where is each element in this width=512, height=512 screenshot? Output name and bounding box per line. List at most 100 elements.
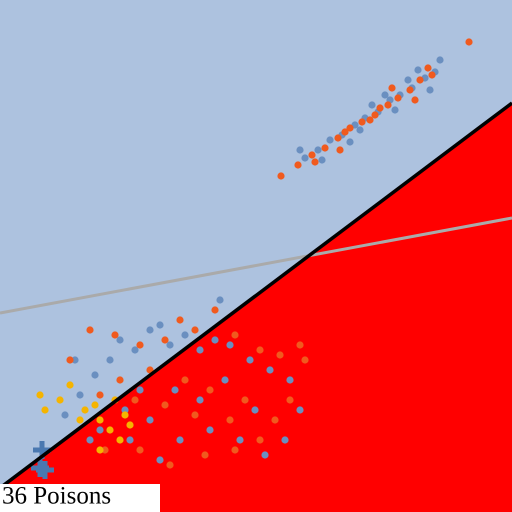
point [366, 116, 374, 124]
boundary-line [0, 101, 512, 490]
point [221, 376, 229, 384]
point [428, 71, 436, 79]
point [206, 386, 214, 394]
point [318, 156, 326, 164]
point [231, 446, 239, 454]
point [276, 351, 284, 359]
point [176, 436, 184, 444]
point [106, 356, 114, 364]
point [201, 451, 209, 459]
annotation: 36 Poisons [2, 483, 111, 510]
point [308, 151, 316, 159]
point [86, 436, 94, 444]
point [436, 56, 444, 64]
point [314, 146, 322, 154]
point [346, 124, 354, 132]
point [424, 64, 432, 72]
point [326, 136, 334, 144]
point [426, 86, 434, 94]
point [116, 336, 124, 344]
point [311, 158, 319, 166]
point [206, 426, 214, 434]
point [388, 84, 396, 92]
point [301, 154, 309, 162]
point [261, 451, 269, 459]
point [256, 346, 264, 354]
point [334, 134, 342, 142]
point [161, 336, 169, 344]
point [376, 104, 384, 112]
point [246, 356, 254, 364]
boundary-line [0, 216, 512, 315]
point [41, 406, 49, 414]
point [36, 391, 44, 399]
point [226, 416, 234, 424]
point [66, 356, 74, 364]
point [91, 401, 99, 409]
point [106, 426, 114, 434]
point [368, 101, 376, 109]
point [256, 436, 264, 444]
point [76, 391, 84, 399]
point [296, 146, 304, 154]
point [181, 331, 189, 339]
point [226, 341, 234, 349]
point [61, 411, 69, 419]
point [394, 94, 402, 102]
point [71, 356, 79, 364]
point [241, 396, 249, 404]
point [381, 91, 389, 99]
point [171, 386, 179, 394]
point [236, 436, 244, 444]
point [116, 436, 124, 444]
point [346, 138, 354, 146]
point [465, 38, 473, 46]
point [56, 396, 64, 404]
point [146, 416, 154, 424]
point [161, 401, 169, 409]
point [136, 386, 144, 394]
point [358, 118, 366, 126]
point [281, 436, 289, 444]
point [231, 331, 239, 339]
point [406, 86, 414, 94]
point [286, 396, 294, 404]
point [166, 341, 174, 349]
point [116, 376, 124, 384]
point [136, 446, 144, 454]
point [96, 391, 104, 399]
point [96, 426, 104, 434]
point [321, 144, 329, 152]
point [176, 316, 184, 324]
point [131, 346, 139, 354]
point [404, 76, 412, 84]
point [216, 296, 224, 304]
point [356, 126, 364, 134]
point [384, 101, 392, 109]
point [296, 341, 304, 349]
point [196, 346, 204, 354]
point [294, 161, 302, 169]
point [91, 371, 99, 379]
point [126, 421, 134, 429]
point [156, 456, 164, 464]
point [121, 406, 129, 414]
point [136, 341, 144, 349]
point [181, 376, 189, 384]
point [296, 406, 304, 414]
point [371, 111, 379, 119]
point [336, 146, 344, 154]
point [146, 326, 154, 334]
point [81, 406, 89, 414]
point [196, 396, 204, 404]
annotation-box [0, 484, 160, 512]
point [76, 416, 84, 424]
point [211, 336, 219, 344]
point [277, 172, 285, 180]
point [86, 326, 94, 334]
point [191, 326, 199, 334]
point [301, 356, 309, 364]
point [266, 366, 274, 374]
point [271, 416, 279, 424]
